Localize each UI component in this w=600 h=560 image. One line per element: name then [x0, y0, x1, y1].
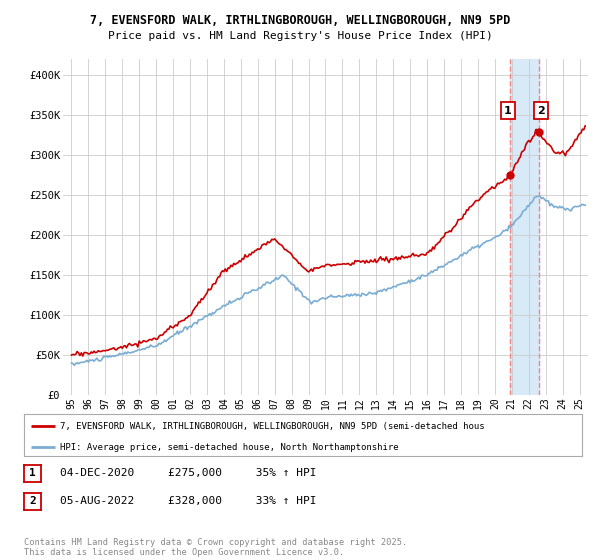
- Text: Price paid vs. HM Land Registry's House Price Index (HPI): Price paid vs. HM Land Registry's House …: [107, 31, 493, 41]
- Text: 2: 2: [29, 496, 36, 506]
- Text: 2: 2: [537, 106, 545, 116]
- Text: 7, EVENSFORD WALK, IRTHLINGBOROUGH, WELLINGBOROUGH, NN9 5PD (semi-detached hous: 7, EVENSFORD WALK, IRTHLINGBOROUGH, WELL…: [60, 422, 485, 431]
- Bar: [511, 59, 539, 395]
- Text: Contains HM Land Registry data © Crown copyright and database right 2025.
This d: Contains HM Land Registry data © Crown c…: [24, 538, 407, 557]
- Text: 1: 1: [29, 468, 36, 478]
- Text: 05-AUG-2022     £328,000     33% ↑ HPI: 05-AUG-2022 £328,000 33% ↑ HPI: [60, 496, 317, 506]
- Text: 1: 1: [504, 106, 512, 116]
- Text: 04-DEC-2020     £275,000     35% ↑ HPI: 04-DEC-2020 £275,000 35% ↑ HPI: [60, 468, 317, 478]
- Text: HPI: Average price, semi-detached house, North Northamptonshire: HPI: Average price, semi-detached house,…: [60, 442, 399, 452]
- Text: 7, EVENSFORD WALK, IRTHLINGBOROUGH, WELLINGBOROUGH, NN9 5PD: 7, EVENSFORD WALK, IRTHLINGBOROUGH, WELL…: [90, 14, 510, 27]
